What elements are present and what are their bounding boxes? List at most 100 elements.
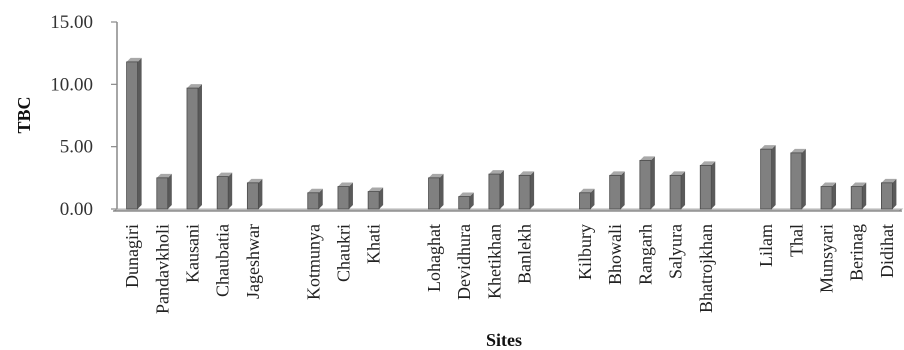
x-tick-label: Khetikhan — [484, 224, 504, 299]
bar-top — [488, 170, 504, 175]
bar-side — [228, 172, 233, 209]
bar — [156, 173, 172, 210]
x-tick-label: Salyura — [666, 224, 686, 279]
bar — [216, 172, 233, 210]
bar-top — [881, 178, 897, 183]
bar — [246, 178, 263, 210]
bar-front — [790, 152, 803, 210]
bar-top — [126, 57, 142, 62]
bar-side — [137, 57, 142, 209]
x-tick-label: Thal — [786, 224, 806, 257]
bar — [458, 192, 474, 210]
bar-front — [881, 182, 893, 210]
y-tick-label: 0.00 — [60, 199, 93, 220]
bar — [790, 148, 806, 210]
y-tick-label: 5.00 — [60, 137, 93, 158]
bar — [307, 188, 323, 210]
bar — [488, 170, 504, 210]
bar-side — [681, 171, 686, 209]
bar-side — [379, 187, 384, 209]
bar — [669, 171, 686, 210]
bar-side — [832, 182, 837, 209]
bar-side — [590, 188, 595, 209]
x-tick-label: Kotmunya — [303, 224, 323, 300]
bar-front — [669, 174, 682, 210]
x-tick-label: Dunagiri — [122, 224, 142, 288]
bar-front — [488, 173, 501, 210]
bar — [820, 182, 837, 210]
bar-front — [639, 159, 652, 210]
bar-front — [760, 148, 773, 210]
y-tick-label: 10.00 — [50, 74, 93, 95]
x-tick-label: Chaubatia — [213, 224, 233, 297]
bar — [579, 188, 595, 210]
bar-side — [530, 171, 535, 209]
bar-front — [820, 186, 833, 210]
bar-top — [609, 171, 625, 176]
y-axis-title: TBC — [14, 96, 34, 133]
bar-side — [499, 170, 504, 209]
x-tick-label: Devidhura — [454, 224, 474, 300]
x-tick-label: Kausani — [182, 224, 202, 283]
bar-front — [126, 61, 138, 210]
bar — [609, 171, 625, 210]
x-tick-label: Lilam — [756, 224, 776, 267]
bar-side — [348, 182, 353, 209]
x-tick-label: Berinag — [847, 224, 867, 281]
bar-top — [760, 145, 776, 150]
bar-top — [428, 173, 444, 178]
bar-top — [307, 188, 323, 193]
bar — [126, 57, 142, 210]
bar-top — [700, 161, 716, 166]
x-tick-label: Bhatrojkhan — [696, 224, 716, 313]
bar — [337, 182, 353, 210]
bar-side — [711, 161, 716, 209]
bar-top — [247, 178, 263, 183]
x-axis-title: Sites — [486, 330, 522, 350]
bar-side — [771, 145, 776, 209]
bar-top — [639, 156, 655, 161]
y-tick-label: 15.00 — [50, 12, 93, 33]
bar-side — [258, 178, 263, 209]
x-tick-label: Pandavkholi — [152, 224, 172, 314]
bar-top — [458, 192, 474, 197]
bar-side — [469, 192, 474, 209]
x-tick-label: Chaukri — [333, 224, 353, 282]
bar-top — [368, 187, 384, 192]
bar — [881, 178, 897, 210]
bar-front — [246, 182, 259, 210]
bar-side — [318, 188, 323, 209]
bar-front — [518, 174, 531, 210]
bar-top — [821, 182, 837, 187]
x-tick-label: Munsyari — [817, 224, 837, 293]
bar-top — [851, 182, 867, 187]
bar-top — [337, 182, 353, 187]
bar-side — [197, 84, 202, 209]
bar-side — [892, 178, 897, 209]
bar — [367, 187, 384, 210]
x-tick-label: Bhowali — [605, 224, 625, 285]
bar — [699, 161, 716, 210]
bar — [639, 156, 655, 210]
bar-top — [670, 171, 686, 176]
bar-front — [428, 177, 440, 210]
bar-front — [458, 196, 471, 210]
bar-front — [579, 192, 591, 210]
bar — [428, 173, 444, 210]
bar — [760, 145, 776, 210]
x-tick-label: Kilbury — [575, 224, 595, 280]
bar-front — [156, 177, 169, 210]
bar-front — [850, 186, 863, 210]
bar-side — [801, 148, 806, 209]
x-tick-label: Jageshwar — [243, 224, 263, 299]
bar-side — [439, 173, 444, 209]
bar — [186, 84, 202, 210]
bar-front — [337, 186, 350, 210]
x-tick-label: Banlekh — [515, 224, 535, 284]
bar-top — [579, 188, 595, 193]
bar-front — [609, 174, 622, 210]
bar-top — [156, 173, 172, 178]
bar — [518, 171, 535, 210]
